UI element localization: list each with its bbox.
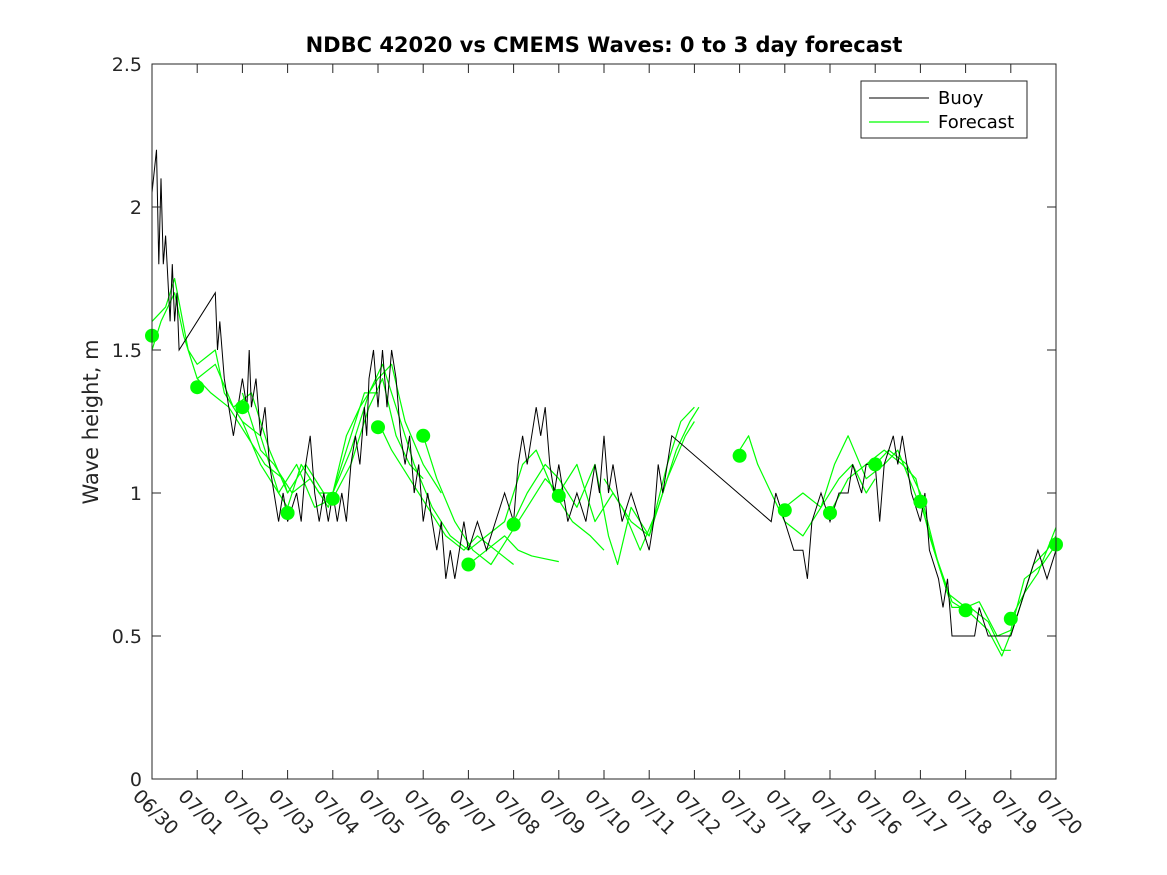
forecast-line-14 xyxy=(603,406,700,551)
y-tick-label-4: 2 xyxy=(130,197,142,219)
forecast-line-6 xyxy=(287,363,442,508)
forecast-marker-12 xyxy=(777,503,792,518)
y-tick-label-5: 2.5 xyxy=(112,54,142,76)
forecast-markers xyxy=(145,328,1063,626)
forecast-marker-7 xyxy=(416,428,431,443)
forecast-marker-2 xyxy=(190,380,205,395)
forecast-line-3 xyxy=(196,363,333,494)
y-tick-label-1: 0.5 xyxy=(112,626,142,648)
forecast-marker-13 xyxy=(823,506,837,520)
y-axis-label: Wave height, m xyxy=(79,339,103,504)
y-tick-label-2: 1 xyxy=(130,483,142,505)
forecast-line-21 xyxy=(1010,527,1057,620)
forecast-marker-16 xyxy=(958,603,973,618)
forecast-line-7 xyxy=(332,363,469,551)
buoy-line xyxy=(151,149,1057,637)
forecast-marker-17 xyxy=(1003,611,1018,626)
forecast-marker-5 xyxy=(325,491,340,506)
legend-box xyxy=(860,80,1028,139)
forecast-line-13 xyxy=(558,421,695,537)
forecast-marker-3 xyxy=(235,400,250,415)
legend-buoy-label: Buoy xyxy=(938,88,984,109)
forecast-marker-14 xyxy=(868,457,883,472)
forecast-line-2 xyxy=(151,292,289,494)
legend-forecast-label: Forecast xyxy=(938,112,1014,133)
forecast-marker-11 xyxy=(732,448,747,463)
forecast-marker-15 xyxy=(913,494,928,509)
plot-background xyxy=(152,64,1056,779)
chart-title: NDBC 42020 vs CMEMS Waves: 0 to 3 day fo… xyxy=(306,33,903,57)
forecast-line-9 xyxy=(422,435,560,566)
forecast-line-15 xyxy=(739,435,876,537)
forecast-line-5 xyxy=(241,378,424,508)
legend: Buoy Forecast xyxy=(860,80,1028,139)
forecast-marker-9 xyxy=(506,517,521,532)
forecast-marker-10 xyxy=(551,488,566,503)
plot-area xyxy=(152,64,1056,779)
forecast-line-8 xyxy=(377,421,514,565)
forecast-marker-4 xyxy=(280,506,295,520)
forecast-marker-6 xyxy=(371,420,385,435)
forecast-line-16 xyxy=(784,435,921,508)
forecast-marker-8 xyxy=(461,557,476,572)
y-tick-label-3: 1.5 xyxy=(112,340,142,362)
y-tick-label-0: 0 xyxy=(130,769,142,791)
buoy-line-group xyxy=(151,149,1057,637)
